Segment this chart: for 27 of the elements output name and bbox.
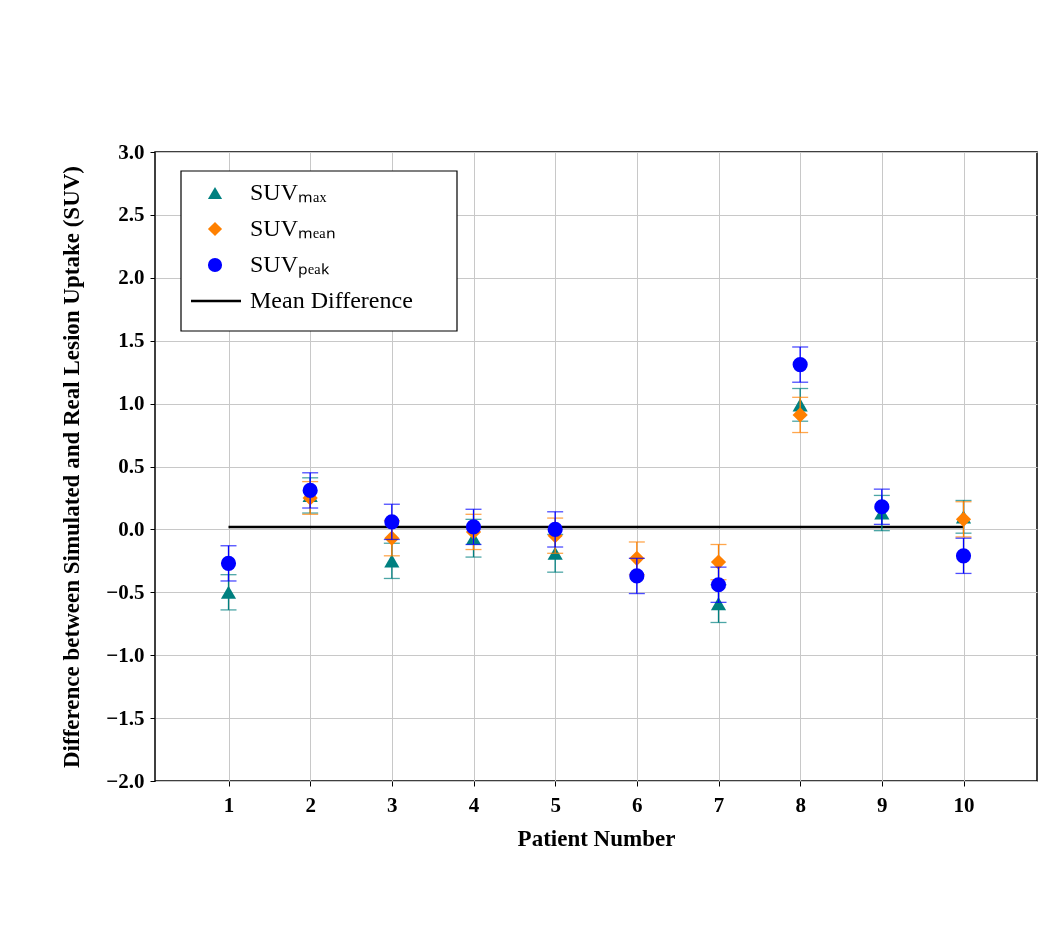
legend-label: SUVₚₑₐₖ <box>250 251 330 278</box>
y-tick-label: 0.0 <box>118 516 145 541</box>
x-tick-label: 6 <box>632 792 643 817</box>
x-axis-title: Patient Number <box>517 825 676 851</box>
x-tick-label: 3 <box>387 792 398 817</box>
x-tick-label: 10 <box>953 792 975 817</box>
x-tick-label: 1 <box>223 792 235 817</box>
legend-label: Mean Difference <box>250 287 413 313</box>
x-tick-label: 7 <box>713 792 725 817</box>
x-tick-label: 8 <box>795 792 806 817</box>
x-tick-label: 9 <box>877 792 888 817</box>
legend-label: SUVₘₑₐₙ <box>250 215 336 241</box>
y-tick-label: 2.0 <box>118 265 145 290</box>
y-tick-label: −1.5 <box>106 705 145 730</box>
x-tick-label: 2 <box>305 792 316 817</box>
y-tick-label: 3.0 <box>118 139 145 164</box>
x-tick-label: 4 <box>468 792 480 817</box>
y-tick-label: −0.5 <box>106 579 145 604</box>
y-tick-label: 1.5 <box>118 328 145 353</box>
y-tick-label: −1.0 <box>106 642 145 667</box>
x-tick-label: 5 <box>550 792 561 817</box>
y-tick-label: 1.0 <box>118 391 145 416</box>
y-tick-label: −2.0 <box>106 768 145 793</box>
y-tick-label: 2.5 <box>118 202 145 227</box>
y-tick-label: 0.5 <box>118 454 145 478</box>
legend-label: SUVₘₐₓ <box>250 179 327 205</box>
y-axis-title: Difference between Simulated and Real Lesion Uptake (SUV) <box>59 165 85 769</box>
